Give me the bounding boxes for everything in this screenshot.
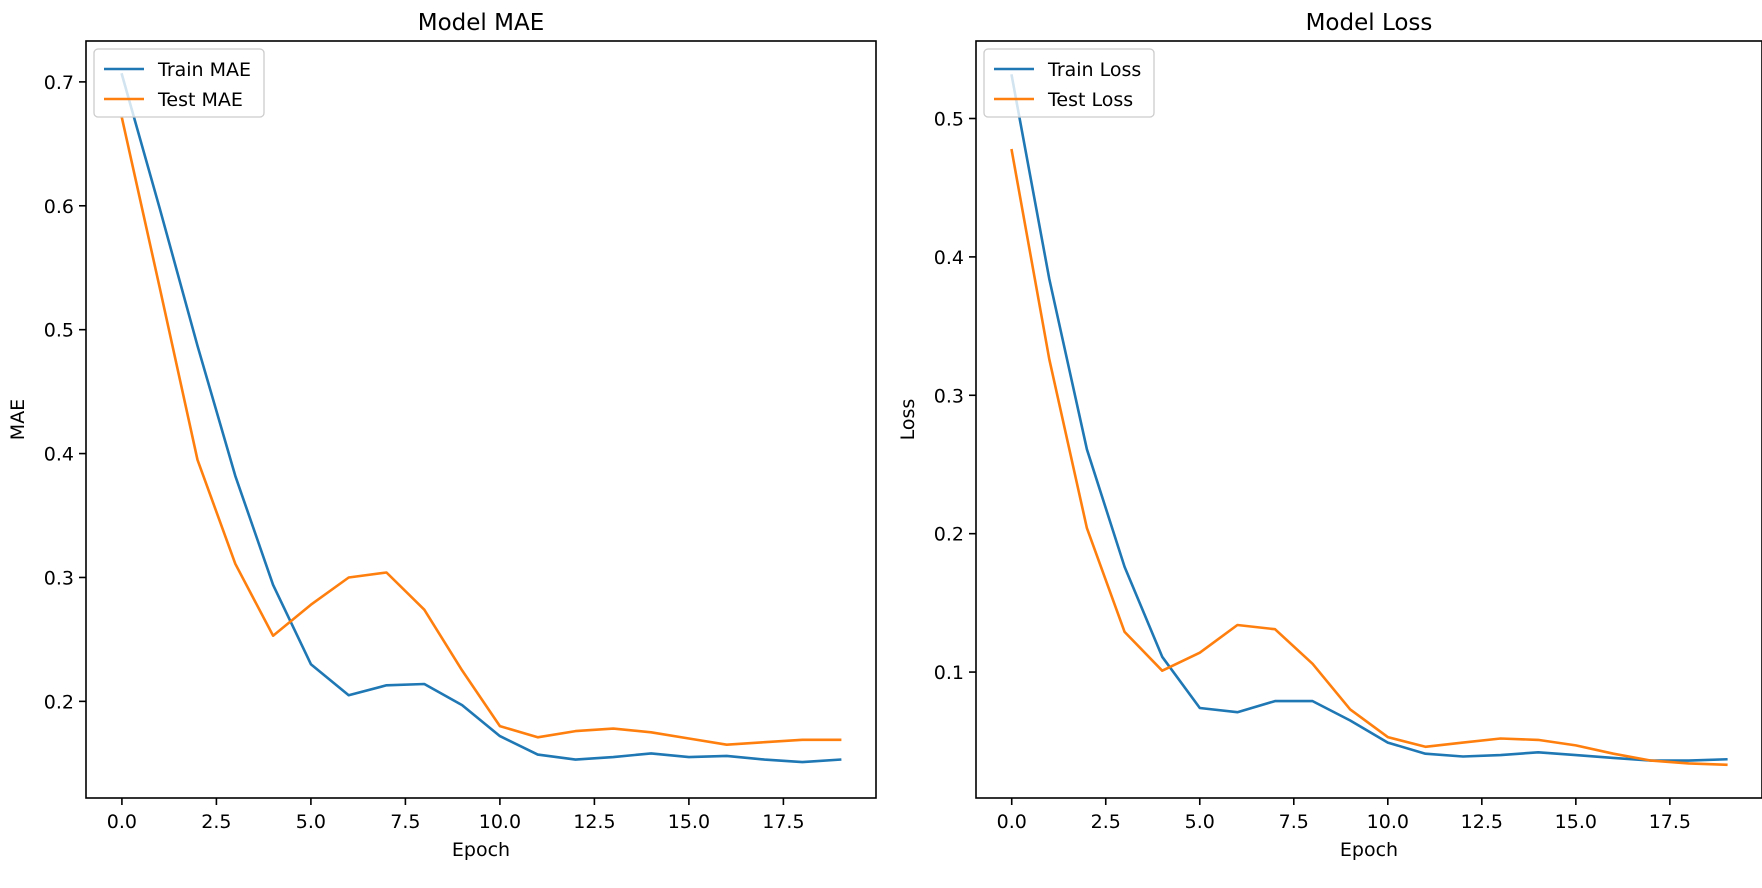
legend-entry-label: Test Loss — [1047, 89, 1133, 111]
legend-entry-label: Train MAE — [157, 59, 251, 81]
x-axis-label: Epoch — [1340, 839, 1398, 861]
y-tick-label: 0.1 — [934, 662, 964, 684]
y-tick-label: 0.2 — [44, 691, 74, 713]
x-tick-label: 0.0 — [997, 811, 1027, 833]
y-tick-label: 0.4 — [934, 247, 964, 269]
x-tick-label: 7.5 — [1279, 811, 1309, 833]
chart-panel-1: Model MAE 0.0 2.5 5.0 7.5 10.0 12.5 15.0 17.5 0.2… — [7, 10, 877, 861]
x-tick-label: 10.0 — [479, 811, 521, 833]
x-tick-label: 10.0 — [1367, 811, 1409, 833]
x-axis-label: Epoch — [452, 839, 510, 861]
y-tick-label: 0.3 — [44, 567, 74, 589]
x-tick-label: 5.0 — [1185, 811, 1215, 833]
plot-area-frame — [85, 40, 877, 799]
chart-title: Model MAE — [418, 10, 544, 36]
series-line-test-loss — [1010, 148, 1728, 767]
y-tick-label: 0.4 — [44, 444, 74, 466]
x-tick-label: 17.5 — [762, 811, 804, 833]
series-line-train-loss — [1010, 74, 1728, 762]
x-tick-label: 7.5 — [390, 811, 420, 833]
y-axis-label: Loss — [897, 399, 919, 441]
legend-entry-label: Test MAE — [157, 89, 243, 111]
x-tick-label: 2.5 — [1091, 811, 1121, 833]
series-line-train-mae — [120, 72, 842, 764]
x-tick-label: 17.5 — [1649, 811, 1691, 833]
y-tick-label: 0.5 — [44, 320, 74, 342]
y-axis-label: MAE — [7, 399, 29, 440]
y-tick-label: 0.6 — [44, 196, 74, 218]
x-tick-label: 12.5 — [573, 811, 615, 833]
x-tick-label: 12.5 — [1461, 811, 1503, 833]
chart-panel-2: Model Loss 0.0 2.5 5.0 7.5 10.0 12.5 15.0 17.5 0.… — [897, 10, 1762, 861]
y-tick-label: 0.3 — [934, 385, 964, 407]
x-tick-label: 5.0 — [296, 811, 326, 833]
x-tick-label: 0.0 — [107, 811, 137, 833]
series-line-test-mae — [120, 116, 842, 747]
x-tick-label: 2.5 — [201, 811, 231, 833]
y-tick-label: 0.5 — [934, 108, 964, 130]
plot-area-frame — [975, 40, 1762, 799]
x-tick-label: 15.0 — [1555, 811, 1597, 833]
x-tick-label: 15.0 — [668, 811, 710, 833]
chart-title: Model Loss — [1306, 10, 1433, 36]
legend-entry-label: Train Loss — [1047, 59, 1141, 81]
y-tick-label: 0.7 — [44, 72, 74, 94]
y-tick-label: 0.2 — [934, 524, 964, 546]
